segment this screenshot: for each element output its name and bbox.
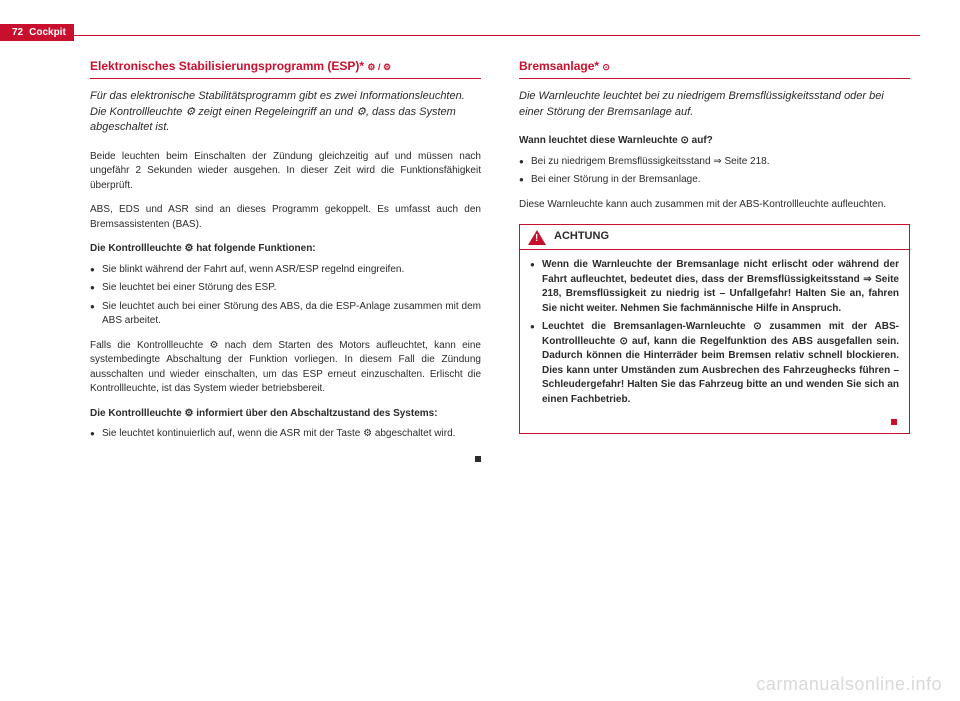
brake-lead: Wann leuchtet diese Warnleuchte ⊙ auf? [519,134,910,149]
brake-title: Bremsanlage* ⊙ [519,58,910,79]
warning-label: ACHTUNG [554,229,609,245]
brake-para-1: Diese Warnleuchte kann auch zusammen mit… [519,198,910,213]
brake-icon: ⊙ [602,61,610,74]
list-item: Sie leuchtet bei einer Störung des ESP. [90,281,481,296]
watermark: carmanualsonline.info [756,674,942,695]
page-tab: 72 Cockpit [0,24,74,41]
warning-header: ACHTUNG [520,225,909,250]
warning-body: Wenn die Warnleuchte der Bremsanlage nic… [520,250,909,433]
esp-title: Elektronisches Stabilisierungsprogramm (… [90,58,481,79]
left-column: Elektronisches Stabilisierungsprogramm (… [90,58,481,462]
header-rule [70,35,920,36]
warning-triangle-icon [528,230,546,245]
list-item: Sie blinkt während der Fahrt auf, wenn A… [90,263,481,278]
esp-para-3: Falls die Kontrollleuchte ⚙ nach dem Sta… [90,339,481,397]
esp-lead-1: Die Kontrollleuchte ⚙ hat folgende Funkt… [90,242,481,257]
esp-bullets-2: Sie leuchtet kontinuierlich auf, wenn di… [90,427,481,442]
brake-title-text: Bremsanlage* [519,59,602,73]
list-item: Bei zu niedrigem Bremsflüssigkeitsstand … [519,155,910,170]
right-column: Bremsanlage* ⊙ Die Warnleuchte leuchtet … [519,58,910,462]
esp-title-text: Elektronisches Stabilisierungsprogramm (… [90,59,367,73]
esp-icon: ⚙ / ⚙ [367,61,391,74]
esp-para-2: ABS, EDS und ASR sind an dieses Programm… [90,203,481,232]
brake-intro: Die Warnleuchte leuchtet bei zu niedrige… [519,89,910,120]
list-item: Bei einer Störung in der Bremsanlage. [519,173,910,188]
list-item: Wenn die Warnleuchte der Bremsanlage nic… [530,258,899,316]
content-area: Elektronisches Stabilisierungsprogramm (… [90,58,910,462]
warning-end-icon [891,419,897,425]
esp-lead-2: Die Kontrollleuchte ⚙ informiert über de… [90,407,481,422]
brake-bullets: Bei zu niedrigem Bremsflüssigkeitsstand … [519,155,910,188]
section-label: Cockpit [29,27,66,38]
esp-para-1: Beide leuchten beim Einschalten der Zünd… [90,150,481,194]
section-end-icon [475,456,481,462]
page-number: 72 [12,27,23,38]
list-item: Leuchtet die Bremsanlagen-Warnleuchte ⊙ … [530,320,899,407]
esp-intro: Für das elektronische Stabilitätsprogram… [90,89,481,135]
list-item: Sie leuchtet auch bei einer Störung des … [90,300,481,329]
warning-box: ACHTUNG Wenn die Warnleuchte der Bremsan… [519,224,910,434]
esp-bullets-1: Sie blinkt während der Fahrt auf, wenn A… [90,263,481,329]
list-item: Sie leuchtet kontinuierlich auf, wenn di… [90,427,481,442]
